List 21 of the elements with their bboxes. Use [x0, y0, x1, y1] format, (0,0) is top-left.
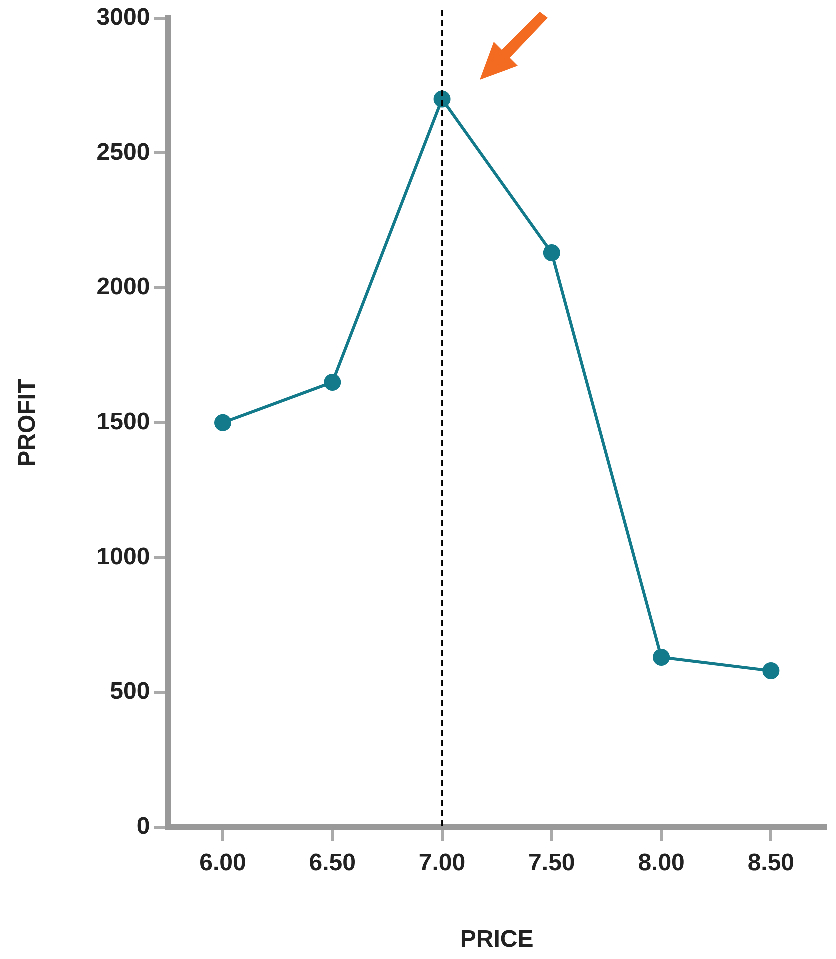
y-tick-label: 0: [136, 813, 150, 840]
point: [324, 374, 342, 391]
y-tick-label: 1000: [96, 543, 150, 570]
x-tick-label: 8.00: [638, 849, 685, 876]
x-tick-label: 7.50: [528, 849, 576, 876]
point: [434, 90, 451, 108]
point: [762, 662, 780, 680]
y-axis-title: PROFIT: [14, 378, 42, 467]
y-tick-label: 500: [110, 678, 150, 706]
x-tick-label: 7.00: [418, 849, 466, 876]
point: [543, 244, 560, 262]
x-tick-label: 6.00: [200, 849, 246, 876]
point: [653, 649, 670, 666]
x-tick-label: 8.50: [748, 849, 795, 876]
y-tick-label: 2500: [96, 138, 150, 166]
x-tick-label: 6.50: [309, 849, 356, 876]
y-tick-label: 2000: [96, 274, 150, 301]
y-tick-label: 3000: [96, 4, 150, 32]
y-tick-label: 1500: [96, 408, 150, 436]
point: [214, 414, 232, 432]
x-axis-title: PRICE: [460, 926, 534, 954]
